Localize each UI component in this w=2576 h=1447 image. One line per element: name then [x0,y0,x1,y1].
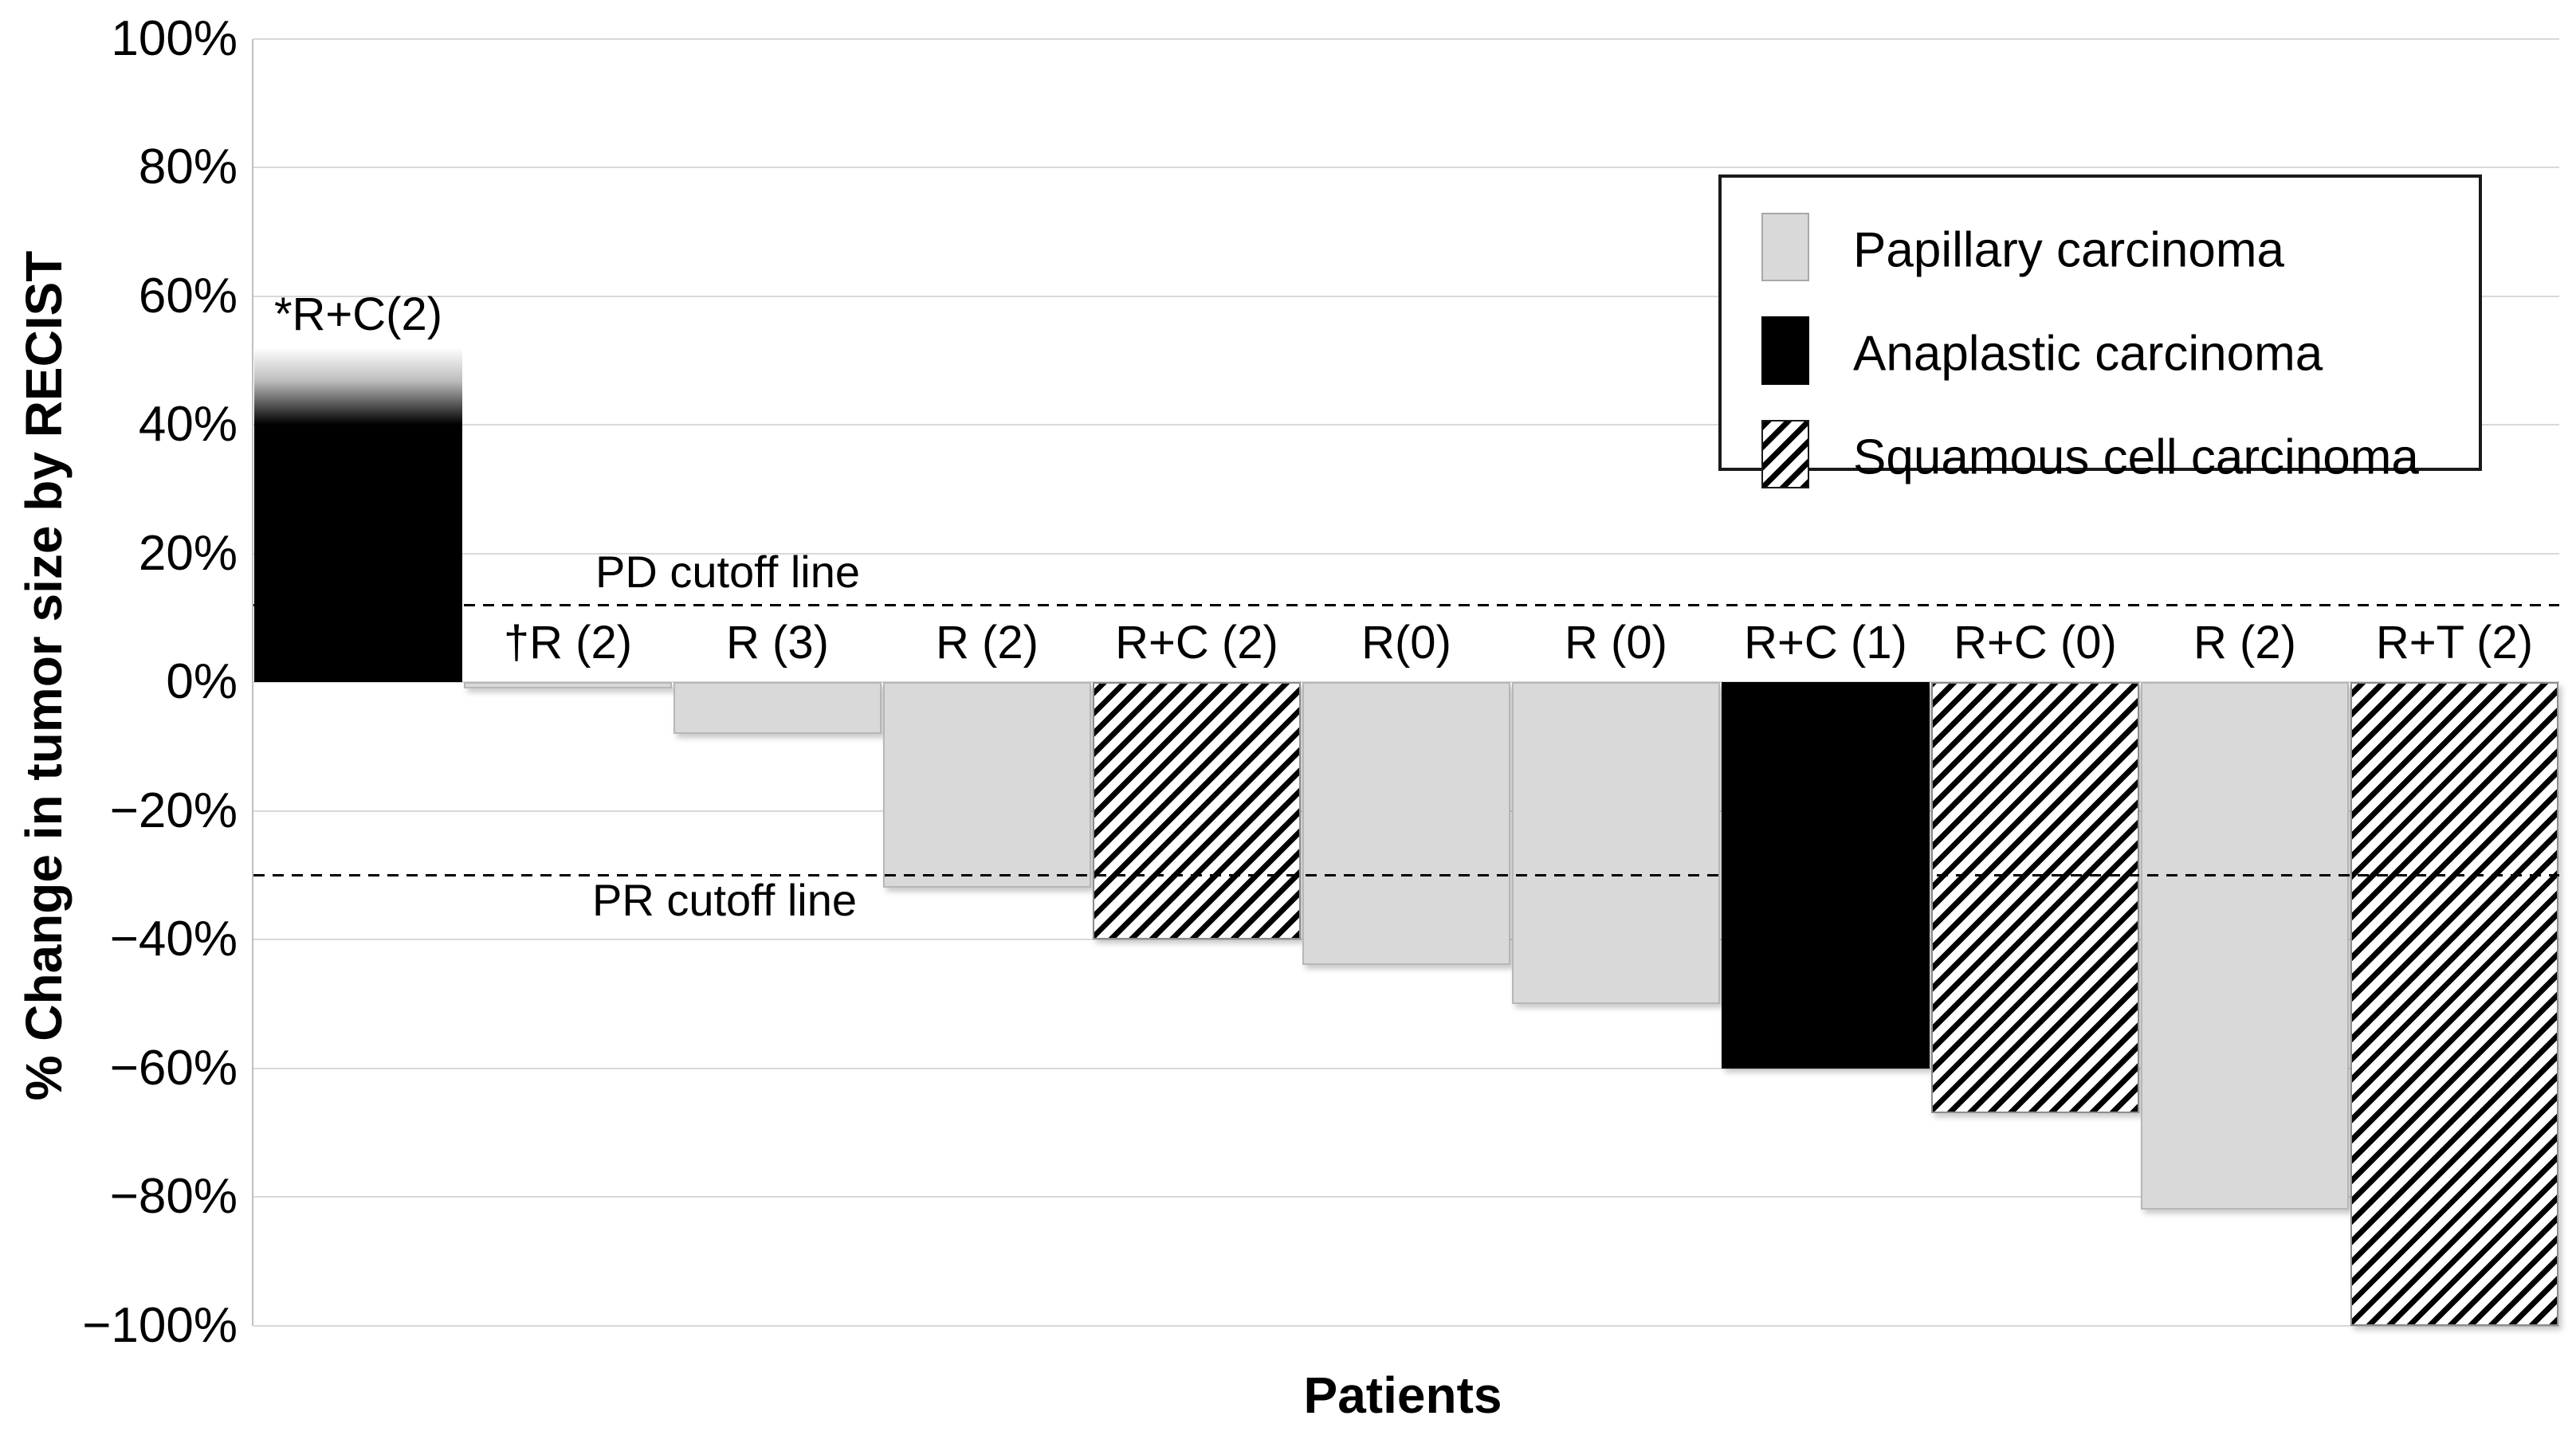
gridline [253,37,2559,40]
legend-label: Squamous cell carcinoma [1853,429,2419,485]
pr-cutoff-label: PR cutoff line [591,875,858,925]
pr-cutoff-line [253,874,2559,877]
bar-label: R+C (1) [1744,617,1907,669]
x-axis-title: Patients [1303,1367,1502,1424]
y-tick-label: 100% [111,10,238,66]
bar-label: R(0) [1361,617,1451,669]
y-tick-label: 80% [138,139,238,194]
y-tick-label: 60% [138,268,238,324]
bar-papillary [1302,682,1510,966]
y-tick-label: 0% [166,654,238,709]
legend: Papillary carcinoma Anaplastic carcinoma… [1718,175,2482,488]
legend-item-squamous: Squamous cell carcinoma [1722,420,2479,495]
pd-cutoff-line [253,604,2559,607]
anaplastic-swatch-icon [1761,316,1809,385]
legend-label: Papillary carcinoma [1853,222,2284,278]
y-tick-label: −80% [109,1169,238,1224]
y-axis-title: % Change in tumor size by RECIST [15,250,73,1101]
bar-label: R+C (2) [1115,617,1278,669]
bar-label: R+C (0) [1954,617,2117,669]
gridline [253,167,2559,168]
papillary-swatch-icon [1761,213,1809,281]
bar-label: R+T (2) [2375,617,2534,669]
bar-papillary [464,682,672,689]
bar-papillary [673,682,882,734]
legend-item-papillary: Papillary carcinoma [1722,213,2479,288]
bar-label: *R+C(2) [273,288,443,341]
legend-item-anaplastic: Anaplastic carcinoma [1722,316,2479,391]
bar-label: R (3) [726,617,829,669]
bar-label: †R (2) [503,617,633,669]
y-tick-label: −20% [109,782,238,838]
y-axis-line [252,38,253,1326]
gridline [253,1324,2559,1327]
y-tick-label: −40% [109,912,238,967]
bar-label: R (2) [2193,617,2296,669]
bar-squamous [1093,682,1301,939]
gridline [253,295,2559,297]
y-tick-label: −100% [82,1297,238,1353]
bar-anaplastic [254,347,462,682]
bar-papillary [2141,682,2349,1210]
bar-papillary [1512,682,1720,1004]
pd-cutoff-label: PD cutoff line [595,547,861,597]
bar-label: R (0) [1565,617,1667,669]
bar-label: R (2) [936,617,1039,669]
gridline [253,1196,2559,1198]
bar-papillary [883,682,1091,888]
y-tick-label: −60% [109,1040,238,1096]
legend-label: Anaplastic carcinoma [1853,326,2323,382]
squamous-swatch-icon [1761,420,1809,488]
bar-squamous [1931,682,2139,1114]
y-tick-label: 20% [138,525,238,581]
gridline [253,424,2559,425]
gridline [253,552,2559,555]
y-tick-label: 40% [138,397,238,452]
gridline [253,1067,2559,1069]
bar-squamous [2350,682,2558,1326]
